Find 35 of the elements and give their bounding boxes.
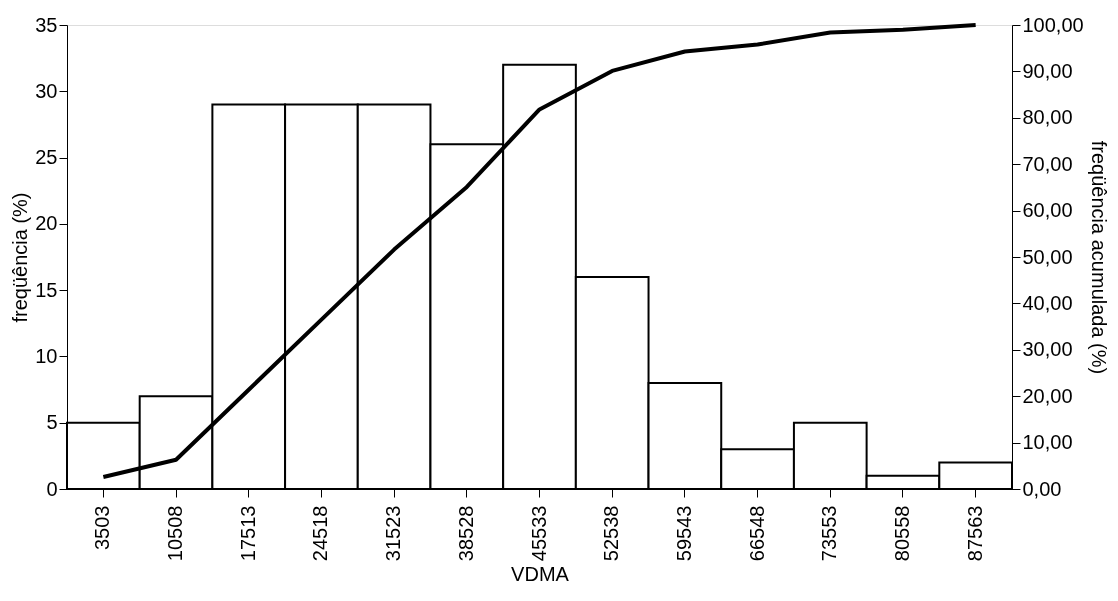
- y2-tick-label: 70,00: [1022, 152, 1073, 175]
- y-axis-title: freqüência (%): [9, 192, 32, 323]
- x-tick-label: 59543: [672, 505, 695, 562]
- y-tick-label: 25: [35, 146, 58, 169]
- x-tick-label: 66548: [745, 505, 768, 562]
- y-tick-label: 20: [35, 212, 58, 235]
- x-tick-label: 24518: [309, 505, 332, 562]
- y2-tick-label: 30,00: [1022, 338, 1073, 361]
- x-tick-label: 45533: [527, 505, 550, 562]
- y2-tick-label: 0,00: [1022, 477, 1062, 500]
- y2-tick-label: 20,00: [1022, 384, 1073, 407]
- x-tick-label: 52538: [600, 505, 623, 562]
- y-tick-label: 10: [35, 344, 58, 367]
- x-tick-label: 17513: [236, 505, 259, 562]
- y-tick-label: 15: [35, 278, 58, 301]
- y-tick-label: 5: [46, 411, 58, 434]
- x-tick-label: 87563: [963, 505, 986, 562]
- x-tick-label: 31523: [382, 505, 405, 562]
- y2-tick-label: 50,00: [1022, 245, 1073, 268]
- y2-tick-label: 90,00: [1022, 59, 1073, 82]
- y2-tick-label: 40,00: [1022, 291, 1073, 314]
- y2-tick-label: 10,00: [1022, 431, 1073, 454]
- x-tick-label: 3503: [91, 505, 114, 550]
- y2-tick-label: 80,00: [1022, 106, 1073, 129]
- x-tick-label: 10508: [164, 505, 187, 562]
- x-axis-title: VDMA: [511, 563, 570, 586]
- x-tick-label: 73553: [818, 505, 841, 562]
- y-tick-label: 35: [35, 13, 58, 36]
- y-tick-label: 0: [46, 477, 58, 500]
- y2-axis-title: freqüência acumulada (%): [1087, 140, 1110, 375]
- y-tick-label: 30: [35, 79, 58, 102]
- y2-tick-label: 60,00: [1022, 199, 1073, 222]
- y2-tick-label: 100,00: [1022, 13, 1084, 36]
- x-tick-label: 38528: [454, 505, 477, 562]
- x-tick-label: 80558: [890, 505, 913, 562]
